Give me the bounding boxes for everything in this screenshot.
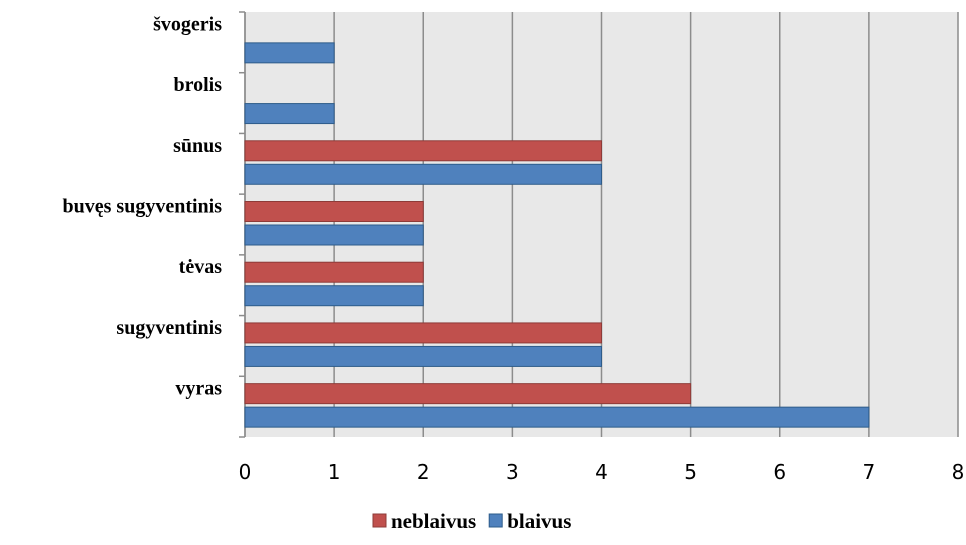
legend-swatch-blaivus bbox=[488, 513, 503, 528]
x-tick-label: 7 bbox=[863, 460, 876, 484]
x-tick-label: 6 bbox=[773, 460, 786, 484]
category-label: tėvas bbox=[179, 256, 223, 278]
category-label: sugyventinis bbox=[116, 317, 222, 339]
bar-blaivus bbox=[244, 42, 335, 64]
bar-blaivus bbox=[244, 345, 602, 367]
category-label: sūnus bbox=[173, 135, 222, 157]
legend-label-blaivus: blaivus bbox=[507, 509, 571, 533]
category-label: buvęs sugyventinis bbox=[63, 196, 223, 218]
bar-neblaivus bbox=[244, 383, 692, 405]
legend: neblaivus blaivus bbox=[372, 509, 571, 533]
x-tick-labels: 0 1 2 3 4 5 6 7 8 bbox=[239, 460, 965, 484]
category-label: vyras bbox=[175, 378, 222, 400]
category-label: brolis bbox=[173, 74, 222, 96]
x-tick-label: 3 bbox=[506, 460, 519, 484]
legend-label-neblaivus: neblaivus bbox=[391, 509, 476, 533]
x-tick-label: 1 bbox=[328, 460, 341, 484]
bar-neblaivus bbox=[244, 261, 424, 283]
bar-blaivus bbox=[244, 163, 602, 185]
bar-neblaivus bbox=[244, 201, 424, 222]
bars bbox=[244, 42, 870, 428]
x-tick-label: 5 bbox=[684, 460, 697, 484]
category-label: švogeris bbox=[153, 13, 222, 35]
x-tick-label: 4 bbox=[595, 460, 608, 484]
bar-blaivus bbox=[244, 406, 870, 428]
legend-swatch-neblaivus bbox=[372, 513, 387, 528]
bar-blaivus bbox=[244, 103, 335, 125]
x-tick-label: 2 bbox=[417, 460, 430, 484]
bar-neblaivus bbox=[244, 140, 602, 162]
bar-blaivus bbox=[244, 285, 424, 307]
category-labels: vyras sugyventinis tėvas buvęs sugyventinis… bbox=[63, 13, 223, 399]
x-tick-label: 0 bbox=[239, 460, 252, 484]
bar-neblaivus bbox=[244, 322, 602, 344]
x-tick-label: 8 bbox=[952, 460, 965, 484]
bar-blaivus bbox=[244, 224, 424, 246]
